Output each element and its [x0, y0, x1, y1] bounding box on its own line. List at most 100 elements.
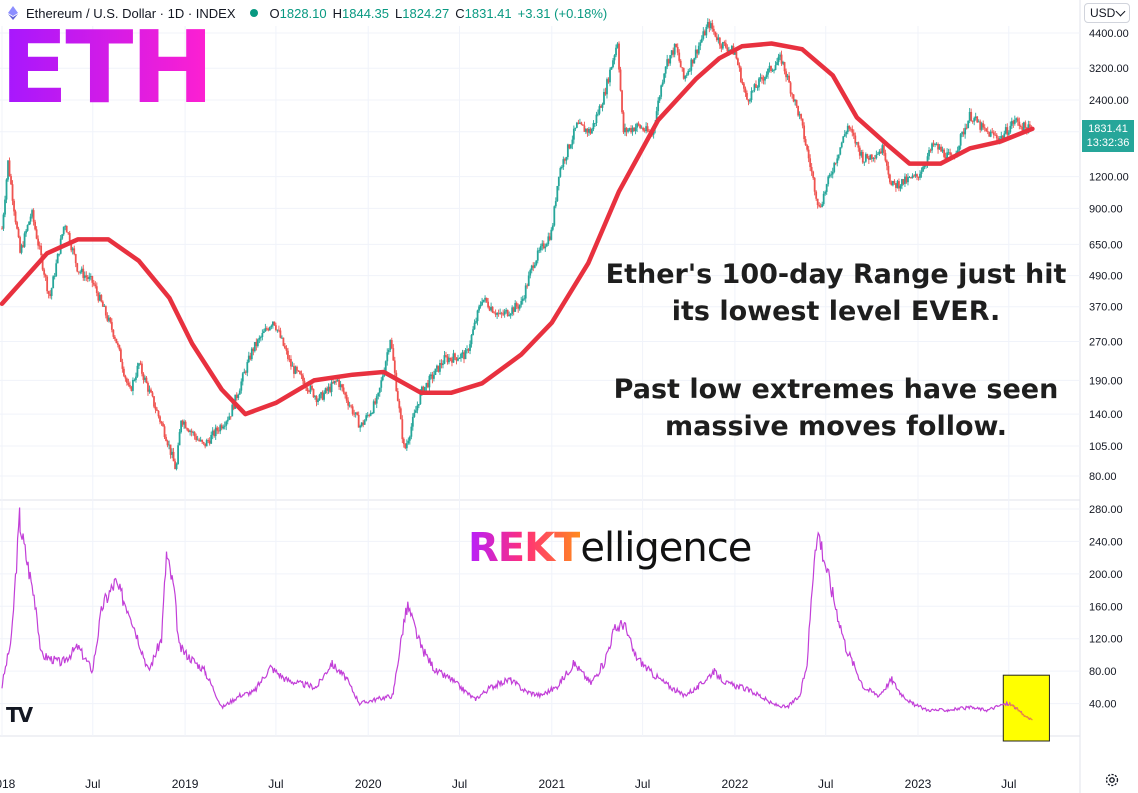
- candle-body: [612, 60, 614, 68]
- candle-body: [989, 131, 992, 137]
- candle-body: [32, 210, 35, 222]
- candle-body: [901, 179, 903, 186]
- candle-body: [240, 381, 243, 391]
- candle-body: [192, 432, 195, 434]
- symbol-title[interactable]: Ethereum / U.S. Dollar · 1D · INDEX: [26, 5, 236, 21]
- candle-body: [846, 125, 849, 133]
- candle-body: [408, 436, 411, 441]
- candle-body: [569, 144, 572, 149]
- candle-body: [633, 127, 635, 132]
- candle-body: [916, 174, 918, 177]
- candle-body: [488, 307, 491, 311]
- candle-body: [410, 426, 413, 437]
- candle-body: [631, 127, 634, 133]
- candle-body: [300, 374, 303, 376]
- candle-body: [348, 405, 351, 407]
- candle-body: [496, 312, 499, 315]
- candle-body: [658, 96, 661, 101]
- candle-body: [293, 365, 295, 374]
- candle-body: [538, 250, 541, 252]
- candle-body: [16, 222, 18, 229]
- candle-body: [220, 425, 223, 429]
- time-tick-label: Jul: [818, 777, 833, 791]
- candle-body: [395, 372, 398, 392]
- candle-body: [773, 69, 775, 71]
- price-tick-label: 370.00: [1089, 302, 1123, 314]
- candle-body: [253, 341, 256, 352]
- candle-body: [31, 210, 33, 217]
- candle-body: [503, 311, 506, 315]
- candle-body: [279, 330, 282, 338]
- gear-icon[interactable]: [1104, 772, 1120, 788]
- candle-body: [902, 179, 905, 184]
- candle-body: [106, 315, 109, 321]
- candle-body: [624, 127, 626, 133]
- candle-body: [961, 131, 964, 135]
- candle-body: [238, 390, 241, 395]
- candle-body: [893, 180, 896, 184]
- candle-body: [386, 352, 389, 362]
- candle-body: [1000, 135, 1003, 139]
- candle-body: [798, 114, 801, 116]
- candle-body: [743, 83, 745, 89]
- candle-body: [377, 392, 380, 397]
- candle-body: [460, 353, 462, 359]
- candle-body: [339, 384, 342, 388]
- candle-body: [949, 152, 952, 155]
- candle-body: [50, 288, 53, 296]
- candle-body: [250, 348, 253, 360]
- candle-body: [694, 49, 697, 59]
- candle-body: [434, 368, 437, 375]
- candle-body: [342, 387, 345, 393]
- candle-body: [861, 151, 864, 163]
- candle-body: [226, 419, 229, 422]
- candle-body: [765, 74, 768, 77]
- candle-body: [264, 328, 267, 332]
- candle-body: [296, 366, 298, 371]
- tradingview-logo[interactable]: TV: [6, 703, 33, 727]
- candle-body: [621, 90, 623, 113]
- candle-body: [208, 440, 211, 444]
- time-tick-label: Jul: [268, 777, 283, 791]
- candle-body: [384, 361, 387, 372]
- ohlc-high-value: 1844.35: [342, 5, 390, 21]
- candle-body: [463, 352, 465, 360]
- candle-body: [53, 276, 56, 277]
- currency-selector[interactable]: USD: [1084, 3, 1130, 23]
- candle-body: [44, 274, 47, 277]
- candle-body: [223, 425, 226, 427]
- candle-body: [62, 226, 65, 235]
- candle-body: [171, 451, 173, 455]
- candle-body: [899, 185, 902, 189]
- candle-body: [464, 350, 467, 360]
- candle-body: [110, 322, 113, 330]
- candle-body: [198, 439, 201, 441]
- candle-body: [451, 359, 453, 363]
- candle-body: [473, 322, 476, 330]
- candle-body: [737, 58, 739, 66]
- candle-body: [618, 43, 620, 70]
- candle-body: [892, 180, 894, 186]
- candle-body: [38, 245, 41, 247]
- candle-body: [578, 122, 581, 124]
- logo-rest: elligence: [580, 525, 752, 571]
- candle-body: [330, 382, 333, 392]
- candle-body: [470, 335, 473, 345]
- candle-body: [717, 37, 720, 41]
- candle-body: [882, 145, 885, 153]
- candle-body: [527, 275, 530, 286]
- candle-body: [592, 123, 595, 130]
- candle-body: [866, 154, 869, 159]
- candle-body: [181, 420, 184, 425]
- candle-body: [94, 284, 97, 287]
- candle-body: [565, 157, 568, 161]
- candle-body: [278, 329, 280, 331]
- indicator-tick-label: 200.00: [1089, 569, 1123, 581]
- candle-body: [145, 377, 148, 383]
- candle-body: [268, 327, 271, 331]
- candle-body: [771, 70, 774, 72]
- candle-body: [214, 427, 217, 437]
- candle-body: [673, 43, 676, 55]
- last-price-time: 13:32:36: [1086, 137, 1130, 149]
